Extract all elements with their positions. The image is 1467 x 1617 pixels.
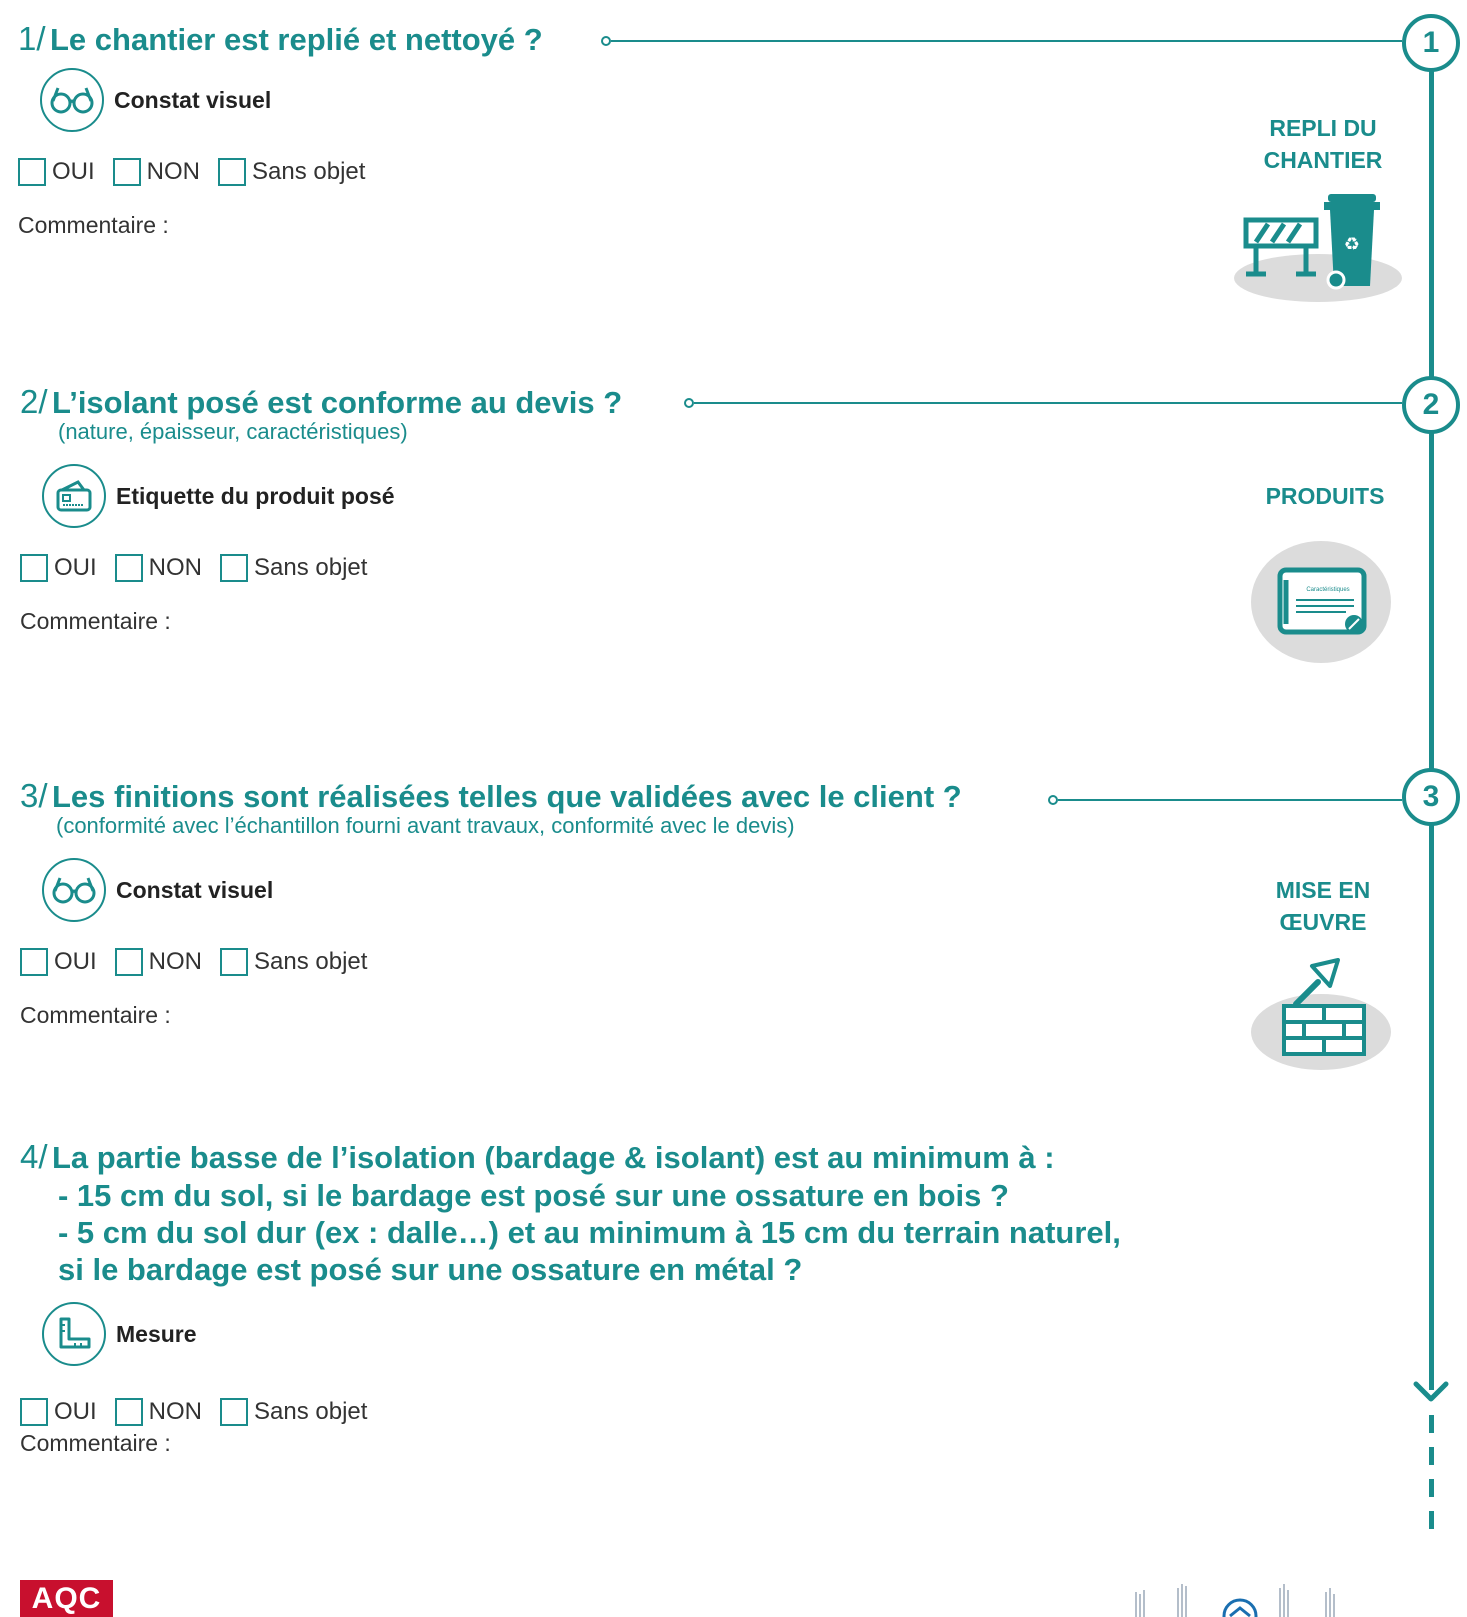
connector-dot: [601, 36, 611, 46]
checkbox-label: OUI: [54, 1398, 97, 1425]
question-title: L’isolant posé est conforme au devis ?: [51, 385, 623, 420]
checkbox-label: Sans objet: [254, 948, 368, 975]
checkbox-label: NON: [146, 158, 201, 185]
comment-label: Commentaire :: [20, 1002, 171, 1028]
timeline-line: [1429, 66, 1434, 1390]
method-label: Constat visuel: [114, 86, 272, 113]
question-number: 2/: [20, 383, 48, 420]
checkbox-box[interactable]: [114, 554, 143, 582]
barrier-and-bin-icon: ♻: [1234, 194, 1402, 302]
checkbox-box[interactable]: [220, 1398, 249, 1426]
checkbox-box[interactable]: [18, 158, 46, 186]
method-etiquette-produit: Etiquette du produit posé: [42, 464, 395, 528]
category-label-repli: REPLI DU CHANTIER: [1263, 115, 1383, 173]
checkbox-box[interactable]: [114, 1398, 143, 1426]
connector-line: [694, 402, 1402, 404]
checkbox-non[interactable]: NON: [114, 554, 203, 582]
connector-dot: [684, 398, 694, 408]
checkbox-oui[interactable]: OUI: [18, 158, 95, 186]
checkbox-non[interactable]: NON: [114, 1398, 203, 1426]
checkbox-oui[interactable]: OUI: [20, 554, 97, 582]
answer-options: OUI NON Sans objet: [18, 158, 383, 186]
method-label: Etiquette du produit posé: [116, 482, 395, 509]
question-3-heading: 3/ Les finitions sont réalisées telles q…: [20, 777, 962, 815]
checkbox-sans-objet[interactable]: Sans objet: [218, 158, 365, 186]
question-number: 1/: [18, 20, 46, 57]
comment-label: Commentaire :: [20, 1430, 171, 1456]
svg-text:♻: ♻: [1344, 234, 1360, 255]
answer-options: OUI NON Sans objet: [20, 948, 385, 976]
comment-label: Commentaire :: [18, 212, 169, 238]
svg-text:Caractéristiques: Caractéristiques: [1306, 587, 1349, 593]
checkbox-label: NON: [148, 948, 203, 975]
comment-label: Commentaire :: [20, 608, 171, 634]
category-label-mise-en-oeuvre: MISE EN ŒUVRE: [1275, 877, 1371, 935]
checkbox-box[interactable]: [114, 948, 143, 976]
category-label-produits: PRODUITS: [1265, 483, 1385, 509]
connector-line: [1058, 799, 1402, 801]
question-subtitle: (nature, épaisseur, caractéristiques): [58, 419, 408, 444]
method-label: Mesure: [116, 1320, 197, 1347]
question-title-line: si le bardage est posé sur une ossature …: [58, 1252, 803, 1287]
checkbox-label: OUI: [54, 554, 97, 581]
checkbox-sans-objet[interactable]: Sans objet: [220, 554, 367, 582]
connector-dot: [1048, 795, 1058, 805]
checkbox-box[interactable]: [220, 554, 249, 582]
question-2-heading: 2/ L’isolant posé est conforme au devis …: [20, 383, 622, 421]
question-number: 3/: [20, 777, 48, 814]
question-title-line: - 15 cm du sol, si le bardage est posé s…: [58, 1178, 1009, 1213]
checkbox-box[interactable]: [20, 948, 48, 976]
connector-line: [611, 40, 1402, 42]
checkbox-label: OUI: [54, 948, 97, 975]
checkbox-box[interactable]: [112, 158, 141, 186]
question-subtitle: (conformité avec l’échantillon fourni av…: [56, 813, 795, 838]
glasses-icon: [42, 858, 106, 922]
checkbox-sans-objet[interactable]: Sans objet: [220, 1398, 367, 1426]
method-constat-visuel: Constat visuel: [40, 68, 271, 132]
answer-options: OUI NON Sans objet: [20, 554, 385, 582]
checkbox-non[interactable]: NON: [112, 158, 201, 186]
checkbox-oui[interactable]: OUI: [20, 1398, 97, 1426]
certificate-icon: Caractéristiques: [1251, 541, 1391, 663]
method-mesure: Mesure: [42, 1302, 197, 1366]
glasses-icon: [40, 68, 104, 132]
answer-options: OUI NON Sans objet: [20, 1398, 385, 1426]
question-title: La partie basse de l’isolation (bardage …: [51, 1140, 1055, 1175]
question-number: 4/: [20, 1138, 48, 1175]
checkbox-label: Sans objet: [254, 1398, 368, 1425]
checkbox-box[interactable]: [218, 158, 247, 186]
aqc-logo: AQC: [20, 1580, 113, 1617]
product-label-icon: [42, 464, 106, 528]
checkbox-label: NON: [148, 1398, 203, 1425]
method-label: Constat visuel: [116, 876, 274, 903]
method-constat-visuel: Constat visuel: [42, 858, 273, 922]
timeline-dash: [1429, 1511, 1434, 1529]
checkbox-sans-objet[interactable]: Sans objet: [220, 948, 367, 976]
step-circle-3: 3: [1402, 768, 1460, 826]
question-title: Les finitions sont réalisées telles que …: [51, 779, 962, 814]
timeline-dash: [1429, 1479, 1434, 1497]
checkbox-non[interactable]: NON: [114, 948, 203, 976]
question-title: Le chantier est replié et nettoyé ?: [49, 22, 543, 57]
checkbox-oui[interactable]: OUI: [20, 948, 97, 976]
checkbox-box[interactable]: [20, 1398, 48, 1426]
checkbox-box[interactable]: [220, 948, 249, 976]
step-circle-2: 2: [1402, 376, 1460, 434]
arrow-down-icon: [1413, 1381, 1449, 1402]
ruler-square-icon: [42, 1302, 106, 1366]
timeline-dash: [1429, 1447, 1434, 1465]
question-1-heading: 1/ Le chantier est replié et nettoyé ?: [18, 20, 543, 58]
checkbox-label: NON: [148, 554, 203, 581]
timeline-dash: [1429, 1415, 1434, 1433]
profeel-logo: [1135, 1584, 1335, 1617]
question-title-line: - 5 cm du sol dur (ex : dalle…) et au mi…: [58, 1215, 1121, 1250]
checkbox-label: Sans objet: [254, 554, 368, 581]
checkbox-label: Sans objet: [252, 158, 366, 185]
step-circle-1: 1: [1402, 14, 1460, 72]
trowel-bricks-icon: [1251, 958, 1391, 1070]
question-4-heading: 4/ La partie basse de l’isolation (barda…: [20, 1138, 1055, 1176]
checkbox-label: OUI: [52, 158, 95, 185]
checkbox-box[interactable]: [20, 554, 48, 582]
